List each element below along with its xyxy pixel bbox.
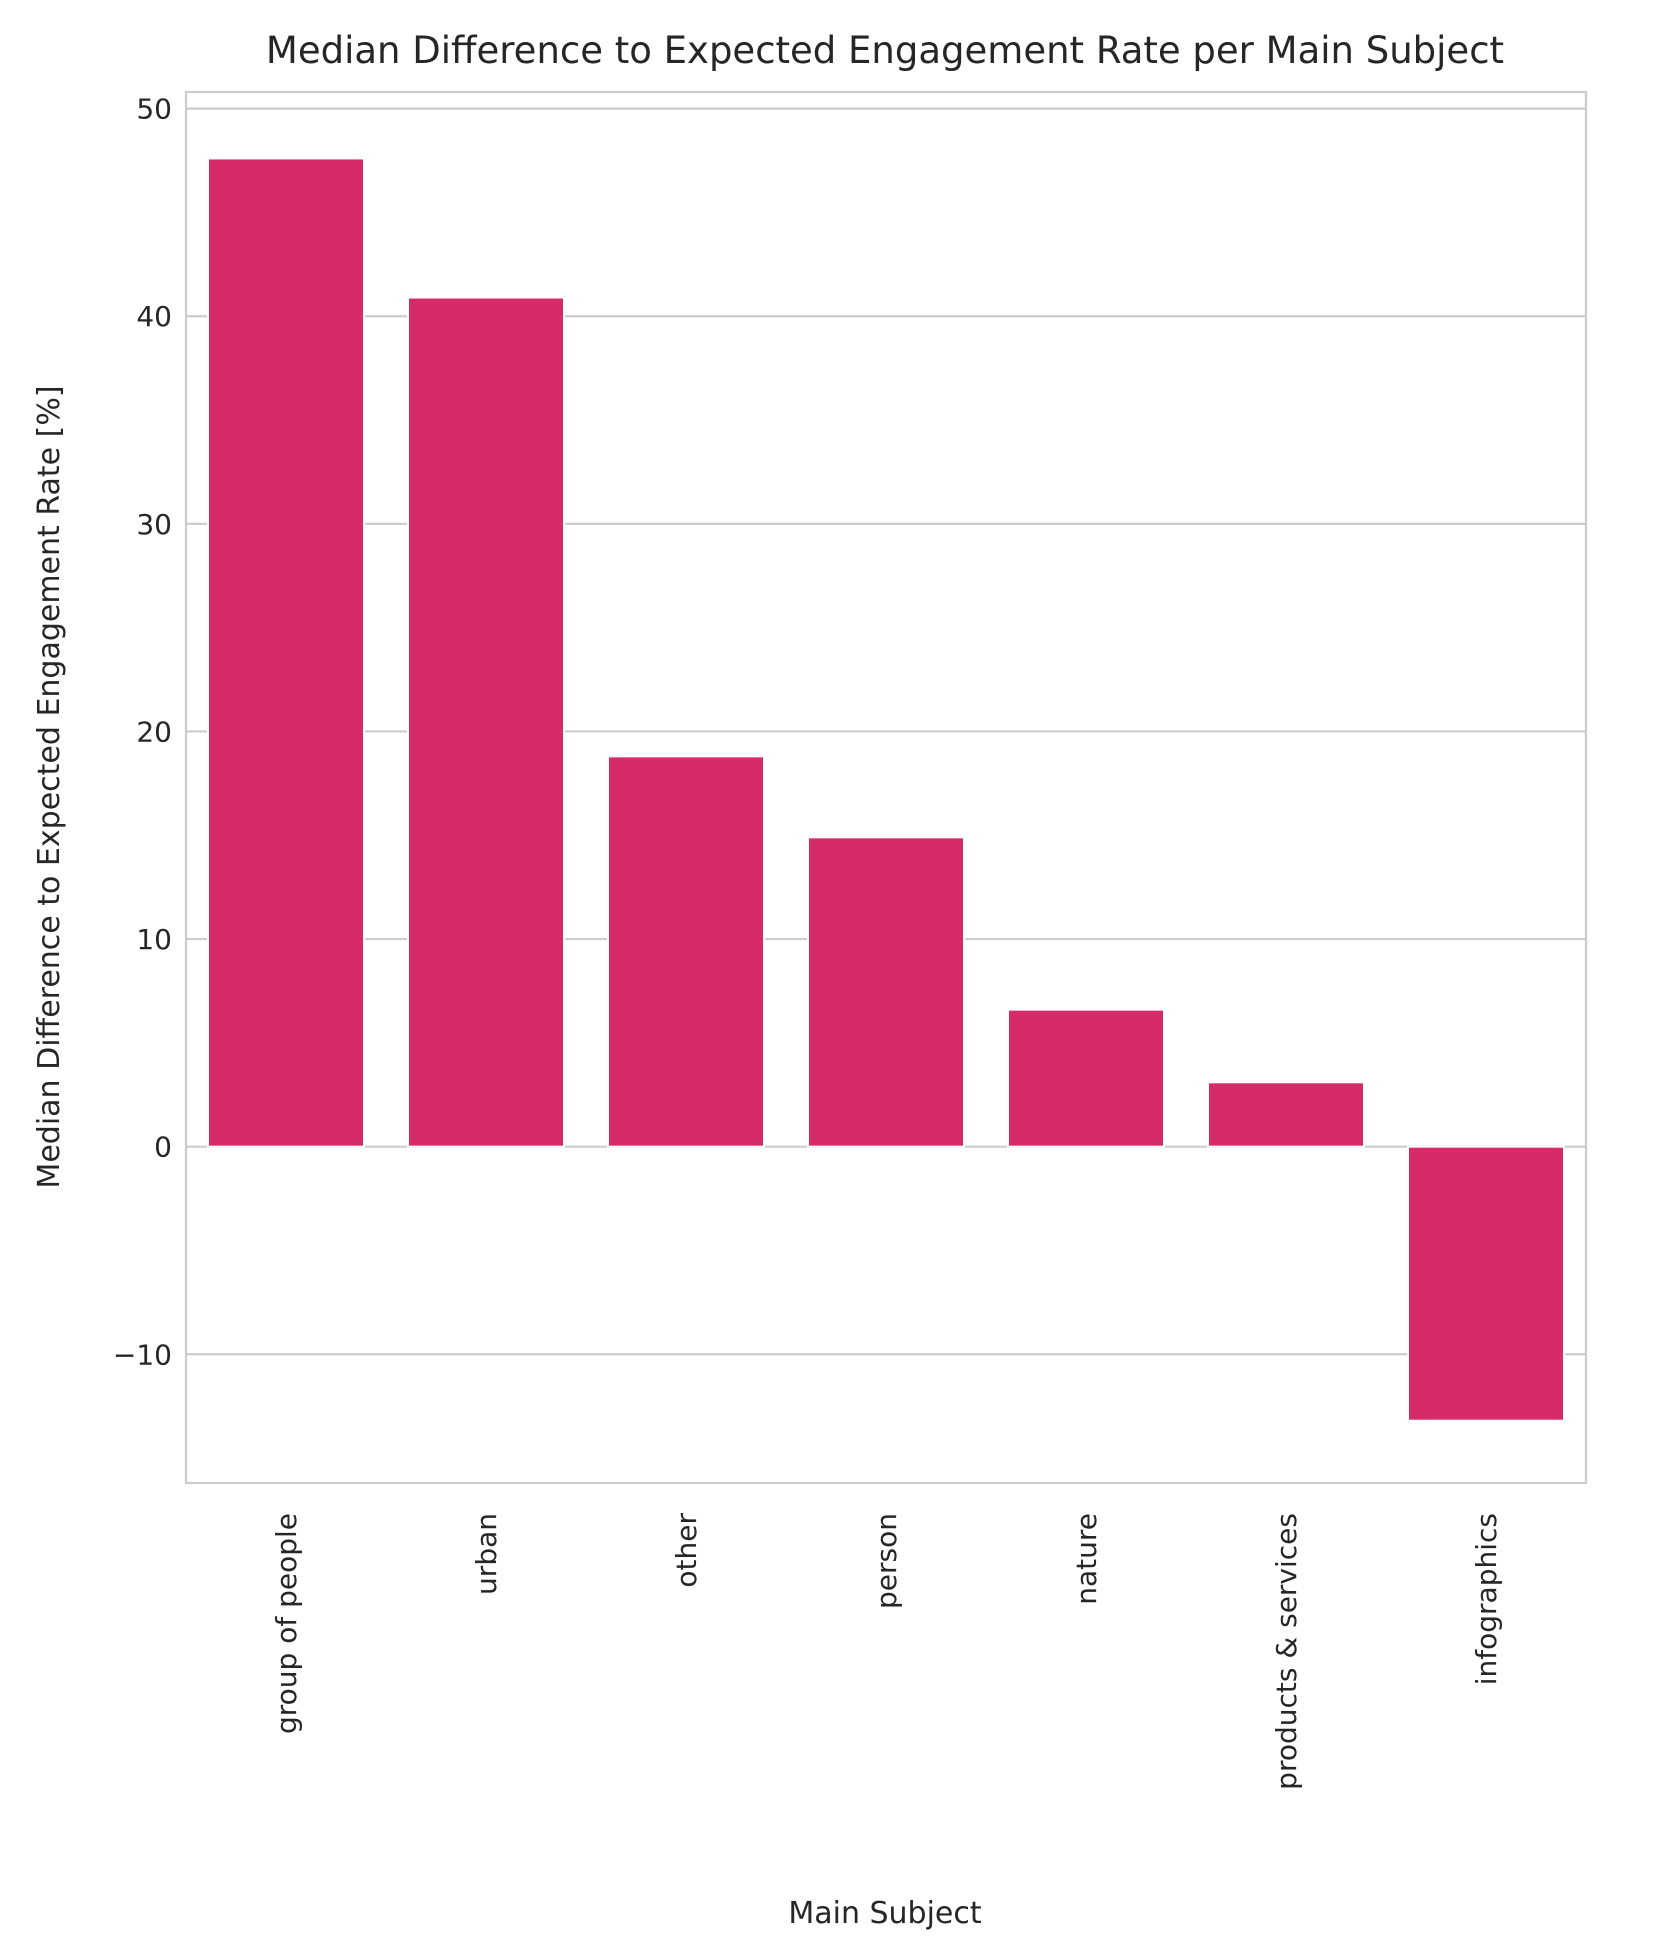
y-tick-label: 30 <box>136 508 172 541</box>
bar-urban <box>407 296 565 1148</box>
x-tick-label: person <box>870 1513 903 1609</box>
gridlines <box>186 107 1586 1356</box>
x-tick-label: other <box>670 1513 703 1588</box>
x-tick-label: nature <box>1070 1513 1103 1605</box>
y-tick-label: 20 <box>136 715 172 748</box>
x-tick-label: infographics <box>1470 1513 1503 1685</box>
y-tick-label: −10 <box>113 1338 172 1371</box>
y-axis-label: Median Difference to Expected Engagement… <box>32 385 67 1188</box>
y-tick-label: 40 <box>136 300 172 333</box>
bar-other <box>607 755 765 1148</box>
y-tick-labels: −10 0 10 20 30 40 50 <box>113 93 172 1372</box>
x-tick-labels: group of people urban other person nature pro… <box>270 1513 1503 1790</box>
y-tick-label: 10 <box>136 923 172 956</box>
chart-title: Median Difference to Expected Engagement… <box>266 29 1504 72</box>
y-tick-label: 0 <box>154 1131 172 1164</box>
bar-products-services <box>1207 1081 1365 1148</box>
y-tick-label: 50 <box>136 93 172 126</box>
bar-infographics <box>1407 1145 1565 1422</box>
bar-group-of-people <box>207 157 365 1148</box>
bars <box>207 157 1565 1422</box>
bar-person <box>807 836 965 1148</box>
plot-frame <box>184 90 1588 1485</box>
x-tick-label: urban <box>470 1513 503 1595</box>
x-tick-label: group of people <box>270 1513 303 1734</box>
bar-nature <box>1007 1008 1165 1148</box>
x-tick-label: products & services <box>1270 1513 1303 1790</box>
x-axis-label: Main Subject <box>788 1896 982 1931</box>
